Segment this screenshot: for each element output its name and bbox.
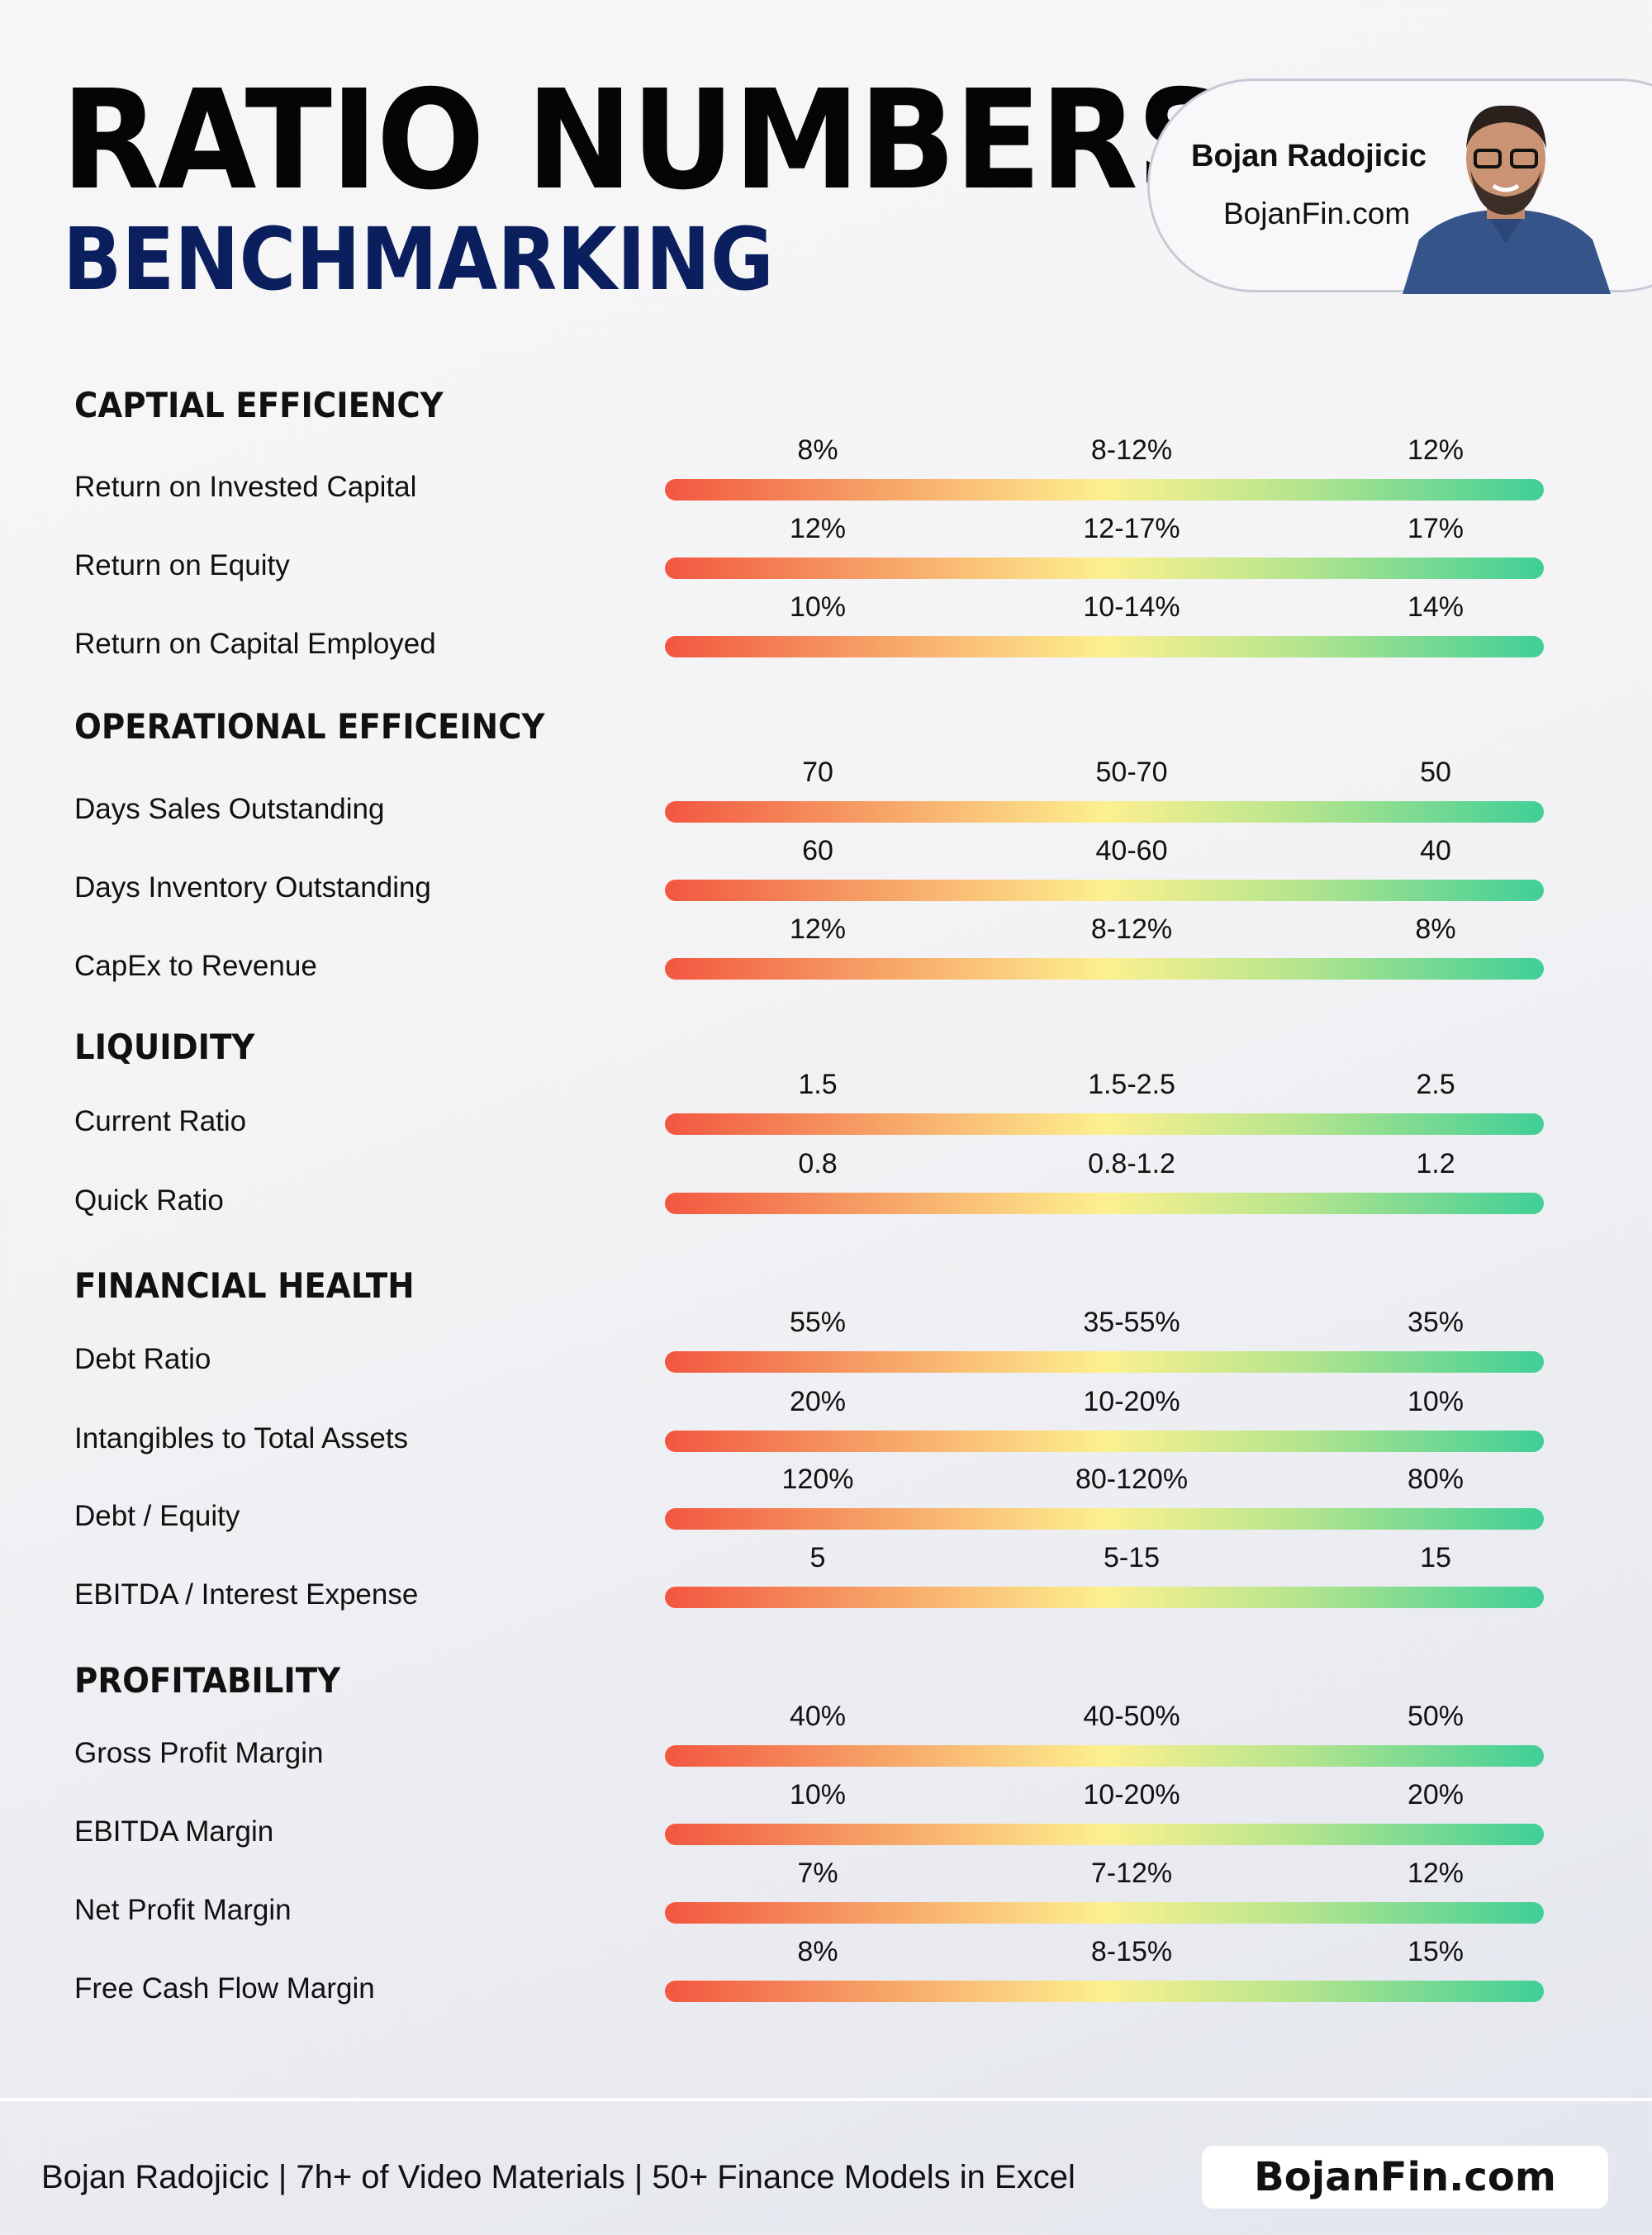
ratio-label: Quick Ratio [74,1184,224,1217]
gradient-scale-bar [665,1902,1544,1924]
footer-site-button[interactable]: BojanFin.com [1202,2146,1608,2209]
low-threshold: 40% [789,1701,847,1732]
mid-range: 35-55% [1083,1307,1180,1338]
high-threshold: 14% [1407,591,1464,623]
ratio-label: EBITDA Margin [74,1815,274,1848]
gradient-scale-bar [665,1587,1544,1608]
ratio-label: Debt Ratio [74,1343,211,1375]
author-name: Bojan Radojicic [1191,139,1427,173]
low-threshold: 8% [797,1936,838,1967]
mid-range: 0.8-1.2 [1088,1148,1175,1179]
ratio-label: EBITDA / Interest Expense [74,1578,419,1611]
page-title: RATIO NUMBERS [61,61,1228,221]
gradient-scale-bar [665,958,1544,980]
ratio-label: Return on Equity [74,549,290,581]
author-website[interactable]: BojanFin.com [1223,197,1411,230]
footer-divider [0,2098,1652,2101]
low-threshold: 70 [802,757,833,788]
low-threshold: 60 [802,835,833,866]
gradient-scale-bar [665,1193,1544,1214]
gradient-scale-bar [665,1824,1544,1845]
ratio-label: Return on Invested Capital [74,471,417,503]
page-subtitle: BENCHMARKING [63,209,774,310]
mid-range: 40-50% [1083,1701,1180,1732]
ratio-label: Intangibles to Total Assets [74,1422,409,1454]
gradient-scale-bar [665,801,1544,823]
mid-range: 8-15% [1090,1936,1173,1967]
low-threshold: 55% [789,1307,847,1338]
high-threshold: 15% [1407,1936,1464,1967]
mid-range: 40-60 [1095,835,1168,866]
ratio-label: Free Cash Flow Margin [74,1972,375,2005]
ratio-label: Days Sales Outstanding [74,793,385,825]
ratio-label: CapEx to Revenue [74,950,317,982]
low-threshold: 10% [789,591,847,623]
low-threshold: 7% [797,1858,838,1889]
gradient-scale-bar [665,1745,1544,1767]
high-threshold: 50 [1420,757,1451,788]
ratio-label: Gross Profit Margin [74,1737,324,1769]
gradient-scale-bar [665,1351,1544,1373]
low-threshold: 20% [789,1386,847,1417]
ratio-label: Net Profit Margin [74,1894,292,1926]
mid-range: 12-17% [1083,513,1180,544]
high-threshold: 40 [1420,835,1451,866]
mid-range: 8-12% [1090,913,1173,945]
low-threshold: 120% [781,1464,854,1495]
author-portrait-image [1403,105,1611,294]
mid-range: 7-12% [1090,1858,1173,1889]
section-title: FINANCIAL HEALTH [74,1265,415,1306]
ratio-label: Return on Capital Employed [74,628,436,660]
high-threshold: 10% [1407,1386,1464,1417]
section-title: CAPTIAL EFFICIENCY [74,385,444,425]
low-threshold: 10% [789,1779,847,1810]
high-threshold: 50% [1407,1701,1464,1732]
section-title: LIQUIDITY [74,1027,255,1067]
gradient-scale-bar [665,558,1544,579]
gradient-scale-bar [665,1113,1544,1135]
mid-range: 80-120% [1075,1464,1189,1495]
high-threshold: 35% [1407,1307,1464,1338]
section-title: OPERATIONAL EFFICEINCY [74,706,545,747]
gradient-scale-bar [665,1508,1544,1530]
low-threshold: 12% [789,913,847,945]
gradient-scale-bar [665,880,1544,901]
mid-range: 10-20% [1083,1779,1180,1810]
mid-range: 1.5-2.5 [1088,1069,1175,1100]
high-threshold: 1.2 [1416,1148,1455,1179]
low-threshold: 5 [809,1542,826,1573]
mid-range: 10-14% [1083,591,1180,623]
high-threshold: 80% [1407,1464,1464,1495]
mid-range: 50-70 [1095,757,1168,788]
high-threshold: 15 [1420,1542,1451,1573]
high-threshold: 12% [1407,1858,1464,1889]
mid-range: 5-15 [1103,1542,1161,1573]
ratio-label: Current Ratio [74,1105,247,1137]
ratio-label: Days Inventory Outstanding [74,871,431,904]
gradient-scale-bar [665,1981,1544,2002]
low-threshold: 1.5 [798,1069,838,1100]
high-threshold: 12% [1407,434,1464,466]
low-threshold: 0.8 [798,1148,838,1179]
gradient-scale-bar [665,636,1544,657]
low-threshold: 12% [789,513,847,544]
high-threshold: 2.5 [1416,1069,1455,1100]
mid-range: 8-12% [1090,434,1173,466]
high-threshold: 8% [1415,913,1456,945]
high-threshold: 17% [1407,513,1464,544]
low-threshold: 8% [797,434,838,466]
ratio-label: Debt / Equity [74,1500,240,1532]
footer-text: Bojan Radojicic | 7h+ of Video Materials… [41,2159,1075,2195]
gradient-scale-bar [665,479,1544,501]
mid-range: 10-20% [1083,1386,1180,1417]
section-title: PROFITABILITY [74,1660,341,1701]
gradient-scale-bar [665,1431,1544,1452]
high-threshold: 20% [1407,1779,1464,1810]
